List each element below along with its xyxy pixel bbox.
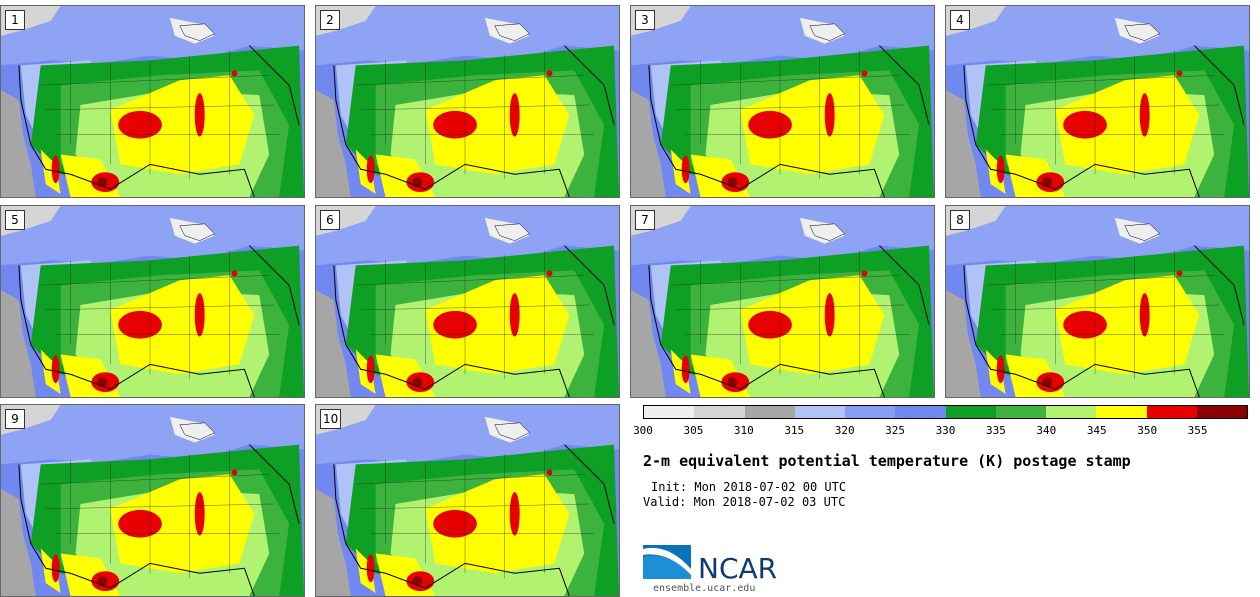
colorbar-segment [794, 406, 845, 418]
colorbar-tick-label: 320 [834, 424, 855, 437]
chart-title: 2-m equivalent potential temperature (K)… [643, 452, 1131, 470]
stamp-panel-8: 8 [945, 205, 1250, 398]
stamp-map [316, 6, 619, 197]
colorbar-tick-label: 305 [683, 424, 704, 437]
stamp-map [631, 206, 934, 397]
colorbar-tick-label: 300 [633, 424, 653, 437]
colorbar-segment [1046, 406, 1097, 418]
stamp-panel-3: 3 [630, 5, 935, 198]
stamp-panel-7: 7 [630, 205, 935, 398]
stamp-panel-2: 2 [315, 5, 620, 198]
colorbar-segment [945, 406, 996, 418]
valid-time: Valid: Mon 2018-07-02 03 UTC [643, 495, 846, 509]
stamp-number: 10 [320, 409, 342, 429]
init-time: Init: Mon 2018-07-02 00 UTC [651, 480, 847, 494]
ncar-logo-icon [643, 545, 691, 579]
stamp-number: 4 [950, 10, 970, 30]
colorbar-ticks: 300 305 310 315 320 325 330 335 340 345 350 355 [633, 424, 1248, 438]
stamp-panel-1: 1 [0, 5, 305, 198]
stamp-panel-5: 5 [0, 205, 305, 398]
colorbar-tick-label: 335 [985, 424, 1006, 437]
colorbar-segment [744, 406, 795, 418]
stamp-map [316, 206, 619, 397]
stamp-number: 1 [5, 10, 25, 30]
stamp-map [946, 206, 1249, 397]
stamp-number: 7 [635, 210, 655, 230]
logo-url: ensemble.ucar.edu [653, 583, 756, 594]
stamp-map [1, 405, 304, 596]
colorbar-segment [644, 406, 695, 418]
colorbar-segment [845, 406, 896, 418]
stamp-number: 9 [5, 409, 25, 429]
colorbar-segment [1146, 406, 1197, 418]
colorbar-segment [694, 406, 745, 418]
colorbar-segment [895, 406, 946, 418]
stamp-map [316, 405, 619, 596]
colorbar-tick-label: 340 [1036, 424, 1057, 437]
logo-wordmark: NCAR [698, 552, 778, 585]
colorbar [643, 405, 1248, 419]
colorbar-tick-label: 345 [1086, 424, 1107, 437]
stamp-number: 2 [320, 10, 340, 30]
stamp-number: 6 [320, 210, 340, 230]
colorbar-segment [1196, 406, 1247, 418]
stamp-number: 5 [5, 210, 25, 230]
stamp-number: 8 [950, 210, 970, 230]
colorbar-segment [1096, 406, 1147, 418]
colorbar-tick-label: 325 [885, 424, 906, 437]
colorbar-tick-label: 350 [1137, 424, 1158, 437]
stamp-number: 3 [635, 10, 655, 30]
colorbar-tick-label: 330 [935, 424, 956, 437]
stamp-map [631, 6, 934, 197]
stamp-panel-4: 4 [945, 5, 1250, 198]
stamp-map [1, 206, 304, 397]
stamp-panel-10: 10 [315, 404, 620, 597]
colorbar-tick-label: 355 [1187, 424, 1208, 437]
stamp-panel-6: 6 [315, 205, 620, 398]
colorbar-tick-label: 315 [784, 424, 805, 437]
stamp-map [946, 6, 1249, 197]
colorbar-segment [995, 406, 1046, 418]
stamp-map [1, 6, 304, 197]
stamp-panel-9: 9 [0, 404, 305, 597]
colorbar-tick-label: 310 [733, 424, 754, 437]
